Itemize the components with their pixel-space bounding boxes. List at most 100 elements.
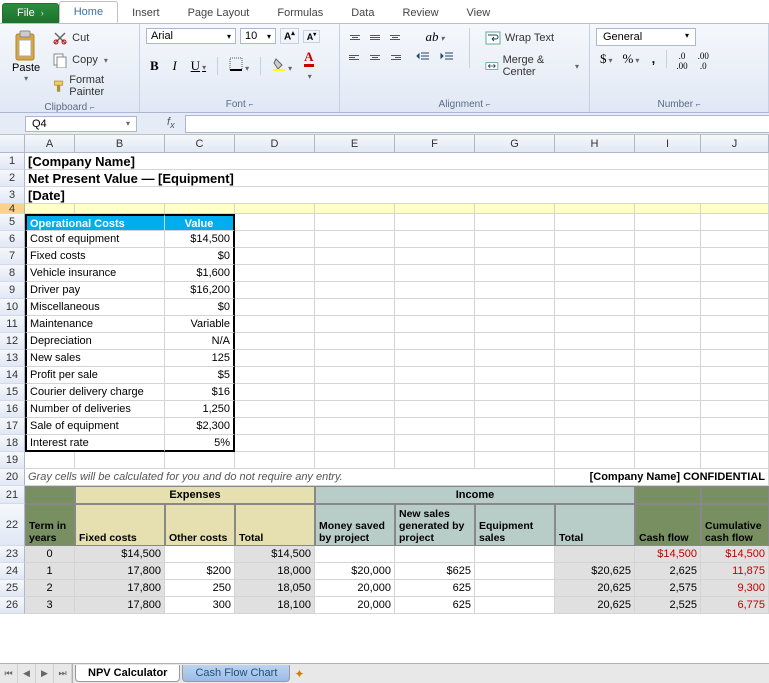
cell[interactable] [555,367,635,384]
cell[interactable]: 2,525 [635,597,701,614]
cell[interactable] [475,282,555,299]
cell[interactable]: 17,800 [75,563,165,580]
col-header-h[interactable]: H [555,135,635,152]
row-header-1[interactable]: 1 [0,153,25,170]
alignment-grid[interactable] [346,28,404,66]
cell[interactable] [635,452,701,469]
cell[interactable]: Operational Costs [25,214,165,231]
cell[interactable] [701,350,769,367]
cell[interactable]: Courier delivery charge [25,384,165,401]
cell[interactable] [475,316,555,333]
cell[interactable] [395,316,475,333]
cell[interactable] [475,204,555,214]
cell[interactable] [235,214,315,231]
cell[interactable]: 250 [165,580,235,597]
cell[interactable] [395,546,475,563]
cell[interactable]: 17,800 [75,580,165,597]
cell[interactable] [635,333,701,350]
cell[interactable]: Sale of equipment [25,418,165,435]
cell[interactable] [635,316,701,333]
col-header-a[interactable]: A [25,135,75,152]
cut-button[interactable]: Cut [48,28,133,48]
cell[interactable] [235,350,315,367]
row-header-18[interactable]: 18 [0,435,25,452]
file-tab[interactable]: File [2,3,59,23]
cell[interactable]: $0 [165,299,235,316]
cell[interactable] [395,452,475,469]
cell[interactable]: N/A [165,333,235,350]
cell[interactable] [315,418,395,435]
formulas-tab[interactable]: Formulas [263,3,337,23]
cell[interactable] [475,231,555,248]
col-header-c[interactable]: C [165,135,235,152]
cell[interactable]: 5% [165,435,235,452]
cell[interactable]: [Company Name] CONFIDENTIAL [555,469,769,486]
cell[interactable] [701,486,769,504]
cell[interactable] [555,384,635,401]
cell[interactable] [701,401,769,418]
cell[interactable] [701,299,769,316]
row-header-23[interactable]: 23 [0,546,25,563]
cell[interactable]: $14,500 [75,546,165,563]
col-header-b[interactable]: B [75,135,165,152]
cell[interactable]: Cost of equipment [25,231,165,248]
cell[interactable] [395,282,475,299]
cell[interactable] [315,265,395,282]
cell[interactable] [475,333,555,350]
cell[interactable]: $16,200 [165,282,235,299]
cell[interactable]: Variable [165,316,235,333]
merge-center-button[interactable]: Merge & Center [481,52,583,80]
cell[interactable]: [Company Name] [25,153,769,170]
cell[interactable] [395,384,475,401]
cell[interactable] [395,350,475,367]
cell[interactable]: Value [165,214,235,231]
cell[interactable]: Cumulative cash flow [701,504,769,546]
cell[interactable] [475,580,555,597]
cell[interactable] [635,299,701,316]
cell[interactable]: Net Present Value — [Equipment] [25,170,769,187]
cell[interactable]: Expenses [75,486,315,504]
cell[interactable] [475,597,555,614]
page-layout-tab[interactable]: Page Layout [174,3,264,23]
cell[interactable] [701,435,769,452]
cell[interactable] [635,367,701,384]
row-header-11[interactable]: 11 [0,316,25,333]
cell[interactable]: 625 [395,580,475,597]
cell[interactable]: Vehicle insurance [25,265,165,282]
row-header-14[interactable]: 14 [0,367,25,384]
cell[interactable]: 20,000 [315,597,395,614]
cell[interactable] [475,265,555,282]
cell[interactable]: 1 [25,563,75,580]
cell[interactable] [475,384,555,401]
cell[interactable] [555,282,635,299]
cell[interactable] [475,299,555,316]
cell[interactable] [165,546,235,563]
cell[interactable] [635,435,701,452]
cell[interactable] [235,452,315,469]
col-header-g[interactable]: G [475,135,555,152]
cell[interactable] [701,282,769,299]
cell[interactable] [235,333,315,350]
view-tab[interactable]: View [453,3,505,23]
cell[interactable] [75,204,165,214]
cell[interactable] [555,435,635,452]
cell[interactable]: $16 [165,384,235,401]
cell[interactable] [25,486,75,504]
cell[interactable]: Income [315,486,635,504]
prev-sheet-button[interactable]: ◀ [18,664,36,683]
row-header-21[interactable]: 21 [0,486,25,504]
font-size-select[interactable]: 10▾ [240,28,276,44]
cell[interactable] [635,282,701,299]
cell[interactable] [555,546,635,563]
cell[interactable] [165,452,235,469]
cell[interactable]: Cash flow [635,504,701,546]
cell[interactable] [475,418,555,435]
cell[interactable] [235,248,315,265]
cell[interactable]: $20,625 [555,563,635,580]
increase-decimal-button[interactable]: .0.00 [672,50,691,72]
cell[interactable] [315,401,395,418]
home-tab[interactable]: Home [59,1,118,23]
cell[interactable]: Gray cells will be calculated for you an… [25,469,555,486]
cell[interactable] [235,367,315,384]
cell[interactable] [635,418,701,435]
